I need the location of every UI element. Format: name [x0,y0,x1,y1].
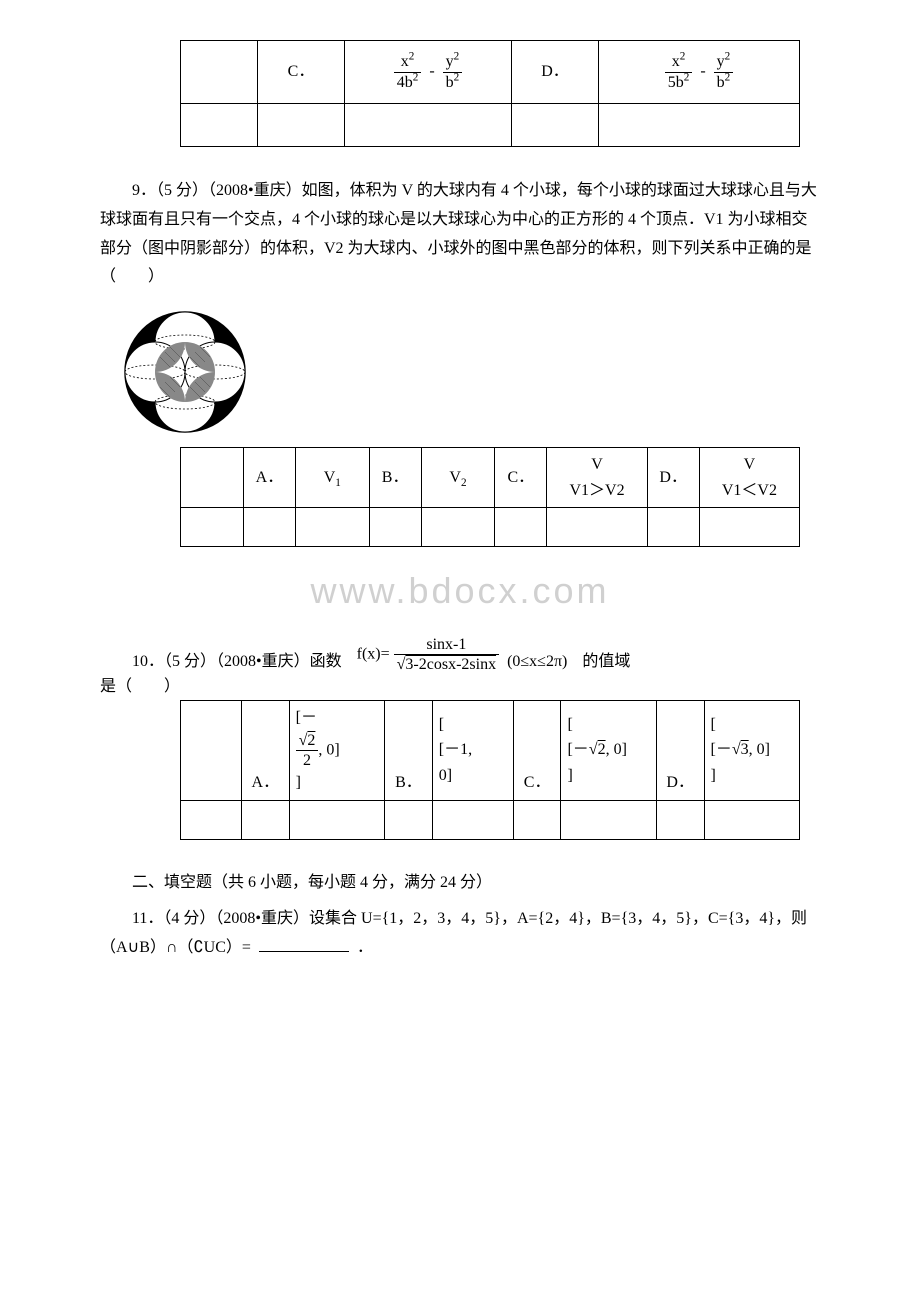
option-c-label: C． [258,41,345,104]
q10-range: (0≤x≤2π) [507,649,567,675]
blank-answer-line [259,951,349,952]
q9-option-d-value: VV1＜V2 [699,448,799,508]
q10-option-a-value: [－ √22, 0]] [289,700,384,800]
q10-option-d-value: [[－√3, 0]] [704,700,799,800]
option-d-formula: x25b2 - y2b2 [599,41,800,104]
q10-text: 10．（5 分）（2008•重庆）函数 f(x)= sinx-1 √3-2cos… [100,635,820,700]
q11-text: 11．（4 分）（2008•重庆）设集合 U={1，2，3，4，5}，A={2，… [100,905,820,963]
q9-option-a-value: V1 [296,448,370,508]
q9-option-c-value: VV1＞V2 [547,448,647,508]
q10-prefix: 10．（5 分）（2008•重庆）函数 [100,649,342,675]
q11-before: 11．（4 分）（2008•重庆）设集合 U={1，2，3，4，5}，A={2，… [100,910,807,956]
q8-options-table: C． x24b2 - y2b2 D． x25b2 - y2b2 [180,40,800,147]
section2-header: 二、填空题（共 6 小题，每小题 4 分，满分 24 分） [100,870,820,896]
q10-suffix: 的值域 [582,649,630,675]
q9-option-a-label: A． [243,448,295,508]
option-d-label: D． [512,41,599,104]
q10-suffix2: 是（ ） [100,674,820,700]
watermark-text: www.bdocx.com [60,562,860,620]
q9-option-c-label: C． [495,448,547,508]
q10-formula: f(x)= sinx-1 √3-2cosx-2sinx [357,635,499,674]
q10-option-c-value: [[－√2, 0]] [561,700,656,800]
q9-option-b-value: V2 [421,448,495,508]
q10-option-d-label: D． [656,700,704,800]
q9-option-d-label: D． [647,448,699,508]
q10-option-a-label: A． [241,700,289,800]
q11-after: ． [357,939,373,956]
q10-option-b-value: [[－1,0] [432,700,513,800]
q9-text: 9．（5 分）（2008•重庆）如图，体积为 V 的大球内有 4 个小球，每个小… [100,177,820,292]
q10-options-table: A． [－ √22, 0]] B． [[－1,0] C． [[－√2, 0]] … [180,700,800,840]
q9-options-table: A． V1 B． V2 C． VV1＞V2 D． VV1＜V2 [180,447,800,547]
q9-option-b-label: B． [369,448,421,508]
q10-option-b-label: B． [385,700,433,800]
sphere-figure [120,307,250,437]
q10-option-c-label: C． [513,700,561,800]
option-c-formula: x24b2 - y2b2 [345,41,512,104]
